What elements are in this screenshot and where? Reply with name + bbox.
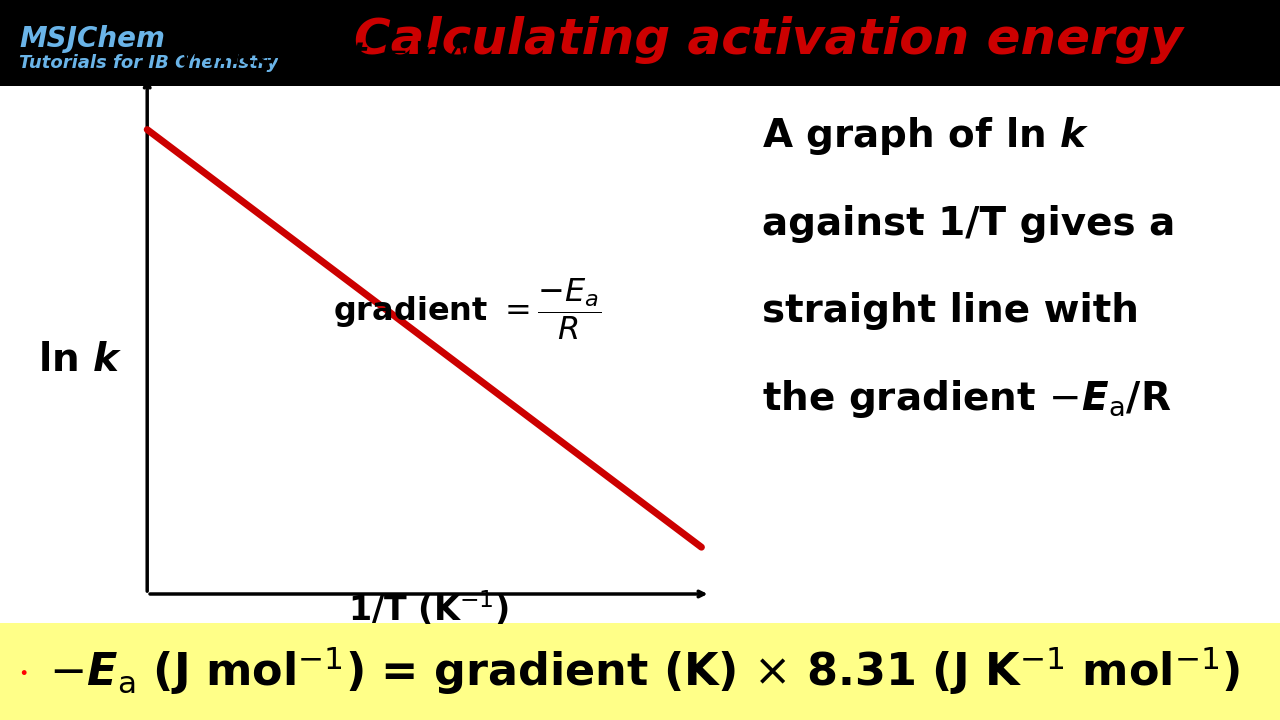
Text: the gradient $-\bfit{E}_\mathrm{a}$/R: the gradient $-\bfit{E}_\mathrm{a}$/R <box>762 378 1171 420</box>
Text: Tutorials for IB Chemistry: Tutorials for IB Chemistry <box>19 54 279 72</box>
Text: $-\bfit{E}_\mathrm{a}$ (J mol$^{-1}$) = gradient (K) $\times$ 8.31 (J K$^{-1}$ m: $-\bfit{E}_\mathrm{a}$ (J mol$^{-1}$) = … <box>49 644 1239 698</box>
Text: straight line with: straight line with <box>762 292 1138 330</box>
Text: MSJChem: MSJChem <box>19 25 165 53</box>
Text: A graph of ln $\bfit{k}$: A graph of ln $\bfit{k}$ <box>762 115 1089 157</box>
Text: $\bullet$: $\bullet$ <box>18 662 28 680</box>
Text: ln $\bfit{k}$: ln $\bfit{k}$ <box>38 341 123 379</box>
Text: $y$ intercept $= \ln A$: $y$ intercept $= \ln A$ <box>179 39 468 72</box>
Text: 1/T (K$^{-1}$): 1/T (K$^{-1}$) <box>348 589 509 628</box>
Text: against 1/T gives a: against 1/T gives a <box>762 205 1175 243</box>
Text: gradient $= \dfrac{-E_a}{R}$: gradient $= \dfrac{-E_a}{R}$ <box>333 277 600 342</box>
Text: Calculating activation energy: Calculating activation energy <box>353 16 1183 63</box>
